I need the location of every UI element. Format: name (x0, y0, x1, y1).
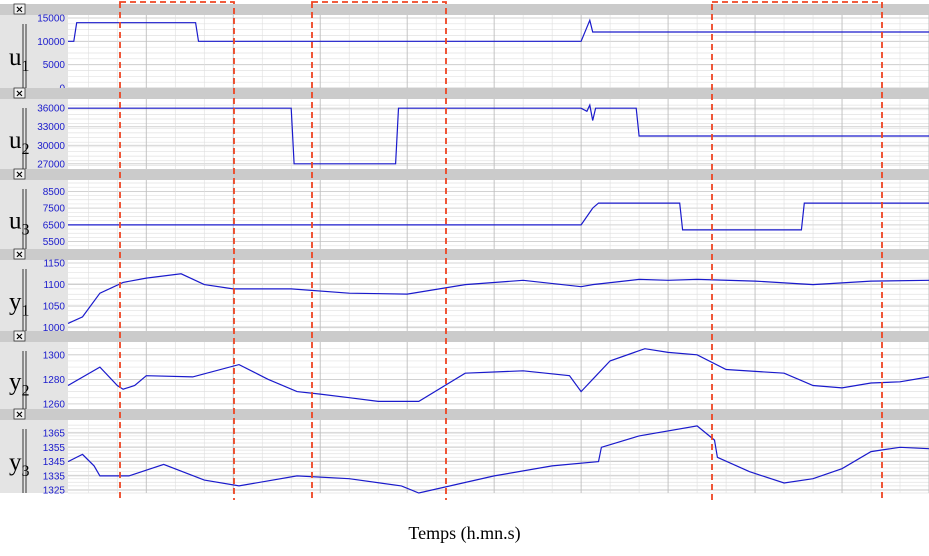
close-glyph: × (15, 332, 23, 343)
panel-u1: ×050001000015000u1 (0, 3, 929, 95)
close-panel-button[interactable]: × (13, 87, 26, 100)
y-tick-label: 1280 (43, 375, 66, 386)
close-icon (13, 330, 26, 342)
panel-gutter (0, 249, 68, 332)
plot-area (68, 180, 929, 250)
series-line-y2 (67, 348, 929, 402)
panel-gutter (0, 409, 68, 493)
close-icon (13, 408, 26, 420)
y-tick-label: 1300 (43, 350, 66, 361)
close-glyph: × (15, 410, 23, 421)
y-tick-label: 1325 (43, 486, 66, 497)
close-glyph: × (15, 89, 23, 100)
panel-separator (0, 249, 929, 260)
plot-area (68, 99, 929, 170)
y-tick-label: 33000 (37, 122, 65, 133)
highlight-window (119, 1, 235, 500)
panel-label-subscript: 3 (22, 463, 30, 480)
y-tick-label: 5000 (43, 60, 66, 71)
y-tick-label: 30000 (37, 141, 65, 152)
y-tick-label: 6500 (43, 220, 66, 231)
series-line-u3 (68, 202, 929, 231)
panel-gutter (0, 88, 68, 170)
close-panel-button[interactable]: × (13, 408, 26, 421)
close-panel-button[interactable]: × (13, 168, 26, 181)
panel-separator (0, 409, 929, 420)
series-line-u1 (68, 18, 929, 42)
panel-separator (0, 169, 929, 180)
y-tick-label: 1345 (43, 457, 66, 468)
close-icon (13, 168, 26, 180)
y-tick-label: 1365 (43, 429, 66, 440)
panel-label-subscript: 2 (22, 141, 30, 158)
y-tick-label: 7500 (43, 204, 66, 215)
y-tick-label: 5500 (43, 237, 66, 248)
close-icon (13, 248, 26, 260)
y-tick-label: 1335 (43, 471, 66, 482)
highlight-window (711, 1, 883, 500)
multi-panel-chart: ×050001000015000u1×27000300003300036000u… (0, 1, 929, 500)
x-axis-label: Temps (h.mn.s) (408, 523, 521, 543)
close-panel-button[interactable]: × (13, 3, 26, 16)
panel-separator (0, 4, 929, 15)
plot-area (68, 342, 929, 410)
y-tick-label: 10000 (37, 37, 65, 48)
close-icon (13, 87, 26, 99)
series-line-y3 (67, 425, 929, 494)
y-tick-label: 1100 (43, 280, 65, 291)
panel-label-subscript: 2 (22, 383, 30, 400)
panel-separator (0, 88, 929, 99)
close-panel-button[interactable]: × (13, 330, 26, 343)
y-tick-label: 15000 (37, 14, 65, 25)
panel-label-subscript: 1 (22, 303, 30, 320)
series-line-u2 (68, 103, 929, 165)
panel-separator (0, 331, 929, 342)
panel-gutter (0, 331, 68, 410)
y-tick-label: 27000 (37, 159, 65, 170)
y-tick-label: 1050 (43, 302, 66, 313)
panel-gutter (0, 169, 68, 250)
plot-area (68, 15, 929, 88)
y-tick-label: 36000 (37, 104, 65, 115)
plot-area (68, 260, 929, 332)
y-tick-label: 1000 (43, 323, 66, 334)
close-glyph: × (15, 250, 23, 261)
panel-label-subscript: 1 (22, 58, 30, 75)
panel-label-subscript: 3 (22, 222, 30, 239)
close-panel-button[interactable]: × (13, 248, 26, 261)
y-tick-label: 1150 (43, 259, 65, 270)
panel-gutter (0, 4, 68, 88)
close-glyph: × (15, 170, 23, 181)
highlight-window (311, 1, 447, 500)
close-glyph: × (15, 5, 23, 16)
close-icon (13, 3, 26, 15)
y-tick-label: 8500 (43, 187, 66, 198)
y-tick-label: 1260 (43, 399, 66, 410)
series-line-y1 (67, 273, 929, 324)
y-tick-label: 1355 (43, 443, 66, 454)
